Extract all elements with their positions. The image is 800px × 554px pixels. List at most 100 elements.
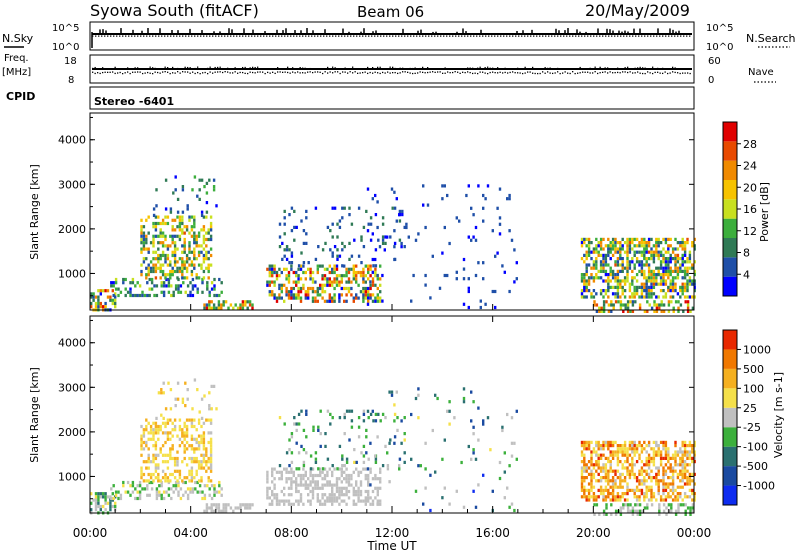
power-cell: [268, 270, 271, 275]
freq-point: [192, 68, 194, 70]
velocity-cell: [621, 463, 624, 467]
power-cell: [367, 290, 370, 294]
power-cell: [401, 213, 404, 217]
velocity-cell: [669, 469, 672, 473]
velocity-cell: [292, 480, 295, 484]
velocity-cell: [326, 499, 329, 503]
nave-point: [534, 72, 536, 75]
velocity-cell: [631, 509, 635, 513]
power-cell: [681, 263, 684, 267]
power-cell: [371, 197, 374, 201]
velocity-cell: [623, 450, 627, 454]
freq-point: [624, 67, 626, 69]
freq-point: [419, 67, 421, 70]
power-cell: [667, 285, 670, 289]
power-cell: [331, 251, 334, 255]
power-cell: [631, 279, 634, 283]
velocity-cell: [273, 483, 276, 487]
nsearch-point: [116, 35, 118, 37]
velocity-cell: [208, 404, 211, 408]
velocity-cell: [498, 460, 502, 465]
power-cell: [640, 241, 644, 245]
power-cell: [376, 296, 379, 300]
power-cell: [205, 181, 209, 185]
power-cell: [336, 235, 339, 239]
power-cell: [374, 299, 377, 303]
freq-point: [617, 67, 619, 69]
velocity-cell: [299, 477, 303, 481]
nave-point: [222, 71, 224, 74]
freq-point: [159, 68, 161, 70]
velocity-cell: [400, 441, 403, 445]
power-cell: [183, 266, 186, 270]
velocity-cell: [326, 496, 329, 500]
power-cell: [178, 269, 182, 274]
velocity-cell: [181, 428, 184, 432]
power-cell: [664, 282, 668, 286]
velocity-cell: [314, 486, 317, 490]
velocity-cell: [299, 483, 303, 487]
power-cell: [278, 222, 282, 226]
velocity-cell: [122, 480, 125, 485]
velocity-cell: [688, 440, 692, 444]
power-cell: [677, 309, 680, 313]
power-cell: [160, 290, 163, 294]
velocity-cell: [104, 498, 107, 502]
power-cell: [140, 225, 143, 229]
velocity-cell: [676, 495, 680, 499]
velocity-cell: [178, 472, 182, 477]
velocity-cell: [631, 440, 634, 444]
power-cell: [599, 244, 603, 248]
nsearch-tick-bottom: 10^0: [706, 42, 733, 53]
y-tick-label: 4000: [58, 337, 86, 350]
nave-point: [272, 71, 274, 73]
power-cell: [154, 225, 158, 229]
nsearch-point: [575, 35, 577, 37]
velocity-cell: [152, 437, 155, 441]
velocity-cell: [319, 409, 322, 413]
velocity-cell: [200, 460, 203, 464]
velocity-cell: [161, 469, 165, 473]
velocity-cell: [652, 456, 656, 460]
velocity-cell: [164, 421, 167, 425]
power-cell: [664, 279, 668, 283]
power-cell: [278, 283, 281, 287]
velocity-cell: [209, 463, 213, 467]
velocity-cell: [348, 438, 351, 442]
velocity-colorbar-label: Velocity [m s-1]: [772, 372, 785, 458]
power-cell: [355, 296, 358, 300]
power-cell: [268, 267, 271, 271]
velocity-cell: [94, 495, 98, 499]
velocity-cell: [597, 495, 600, 499]
velocity-cell: [338, 477, 341, 481]
nave-point: [689, 72, 691, 75]
velocity-cell: [210, 407, 213, 411]
power-cell: [328, 280, 331, 284]
nave-point: [504, 71, 506, 74]
velocity-cell: [671, 456, 675, 460]
velocity-cell: [662, 440, 665, 444]
velocity-cell: [171, 428, 174, 432]
velocity-cell: [587, 482, 591, 486]
power-cell: [182, 281, 185, 285]
velocity-cell: [90, 492, 93, 496]
velocity-cell: [210, 503, 213, 507]
power-cell: [683, 253, 687, 257]
power-cell: [612, 306, 615, 310]
power-cell: [623, 276, 627, 280]
velocity-cell: [362, 419, 366, 423]
velocity-cell: [200, 416, 204, 420]
velocity-cell: [681, 469, 684, 473]
velocity-cell: [611, 495, 615, 499]
power-cell: [674, 263, 677, 267]
power-cell: [650, 285, 653, 289]
power-cell: [193, 231, 196, 235]
power-cell: [691, 279, 694, 283]
power-cell: [367, 270, 370, 275]
nave-point: [384, 72, 386, 74]
power-cell: [623, 295, 627, 299]
velocity-cell: [202, 421, 206, 425]
power-cell: [142, 257, 146, 261]
power-cell: [650, 306, 654, 310]
freq-point: [167, 67, 169, 69]
